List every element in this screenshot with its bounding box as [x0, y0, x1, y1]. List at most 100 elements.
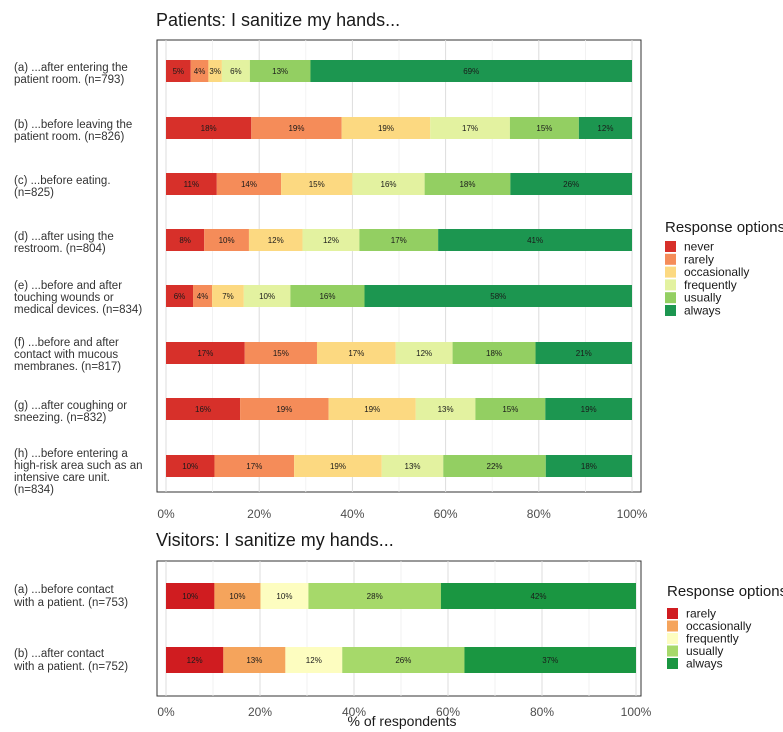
- bar-segment-usually: [249, 60, 311, 82]
- bar-segment-frequently: [395, 342, 453, 364]
- category-label: (b) ...after contact: [14, 648, 105, 660]
- bar-segment-label: 10%: [229, 592, 245, 601]
- bar-segment-usually: [509, 117, 579, 139]
- x-tick-label: 80%: [527, 507, 551, 521]
- bar-segment-label: 13%: [246, 656, 262, 665]
- bar-segment-label: 18%: [581, 462, 597, 471]
- bar-segment-occasionally: [212, 285, 244, 307]
- bar-segment-label: 7%: [222, 292, 234, 301]
- bar-segment-frequently: [302, 229, 360, 251]
- category-label: (n=834): [14, 484, 54, 496]
- category-label: patient room. (n=793): [14, 74, 124, 86]
- legend-label-rarely: rarely: [686, 607, 716, 621]
- visitors-bars: 10% 10% 10% 28% 42% 12% 13% 12% 26% 37%: [166, 583, 636, 673]
- patients-legend: Response options neverrarelyoccasionally…: [665, 219, 783, 318]
- bar-segment-label: 26%: [395, 656, 411, 665]
- legend-key-usually: [665, 292, 676, 304]
- bar-segment-rarely: [193, 285, 213, 307]
- bar-segment-label: 12%: [597, 124, 613, 133]
- bar-segment-occasionally: [248, 229, 303, 251]
- category-label: (c) ...before eating.: [14, 175, 111, 187]
- bar-segment-occasionally: [328, 398, 416, 420]
- x-tick-label: 80%: [530, 705, 554, 719]
- bar-segment-always: [364, 285, 632, 307]
- bar-segment-label: 17%: [348, 349, 364, 358]
- legend-label-rarely: rarely: [684, 252, 714, 266]
- bar-segment-label: 10%: [276, 592, 292, 601]
- legend-label-always: always: [684, 304, 721, 318]
- bar-segment-label: 19%: [364, 405, 380, 414]
- bar-segment-always: [545, 398, 632, 420]
- bar-segment-label: 19%: [581, 405, 597, 414]
- bar-segment-always: [535, 342, 632, 364]
- visitors-plot-panel: [156, 560, 642, 697]
- x-tick-label: 60%: [434, 507, 458, 521]
- bar-segment-frequently: [243, 285, 291, 307]
- bar-segment-rarely: [166, 647, 224, 673]
- bar-segment-never: [166, 342, 245, 364]
- bar-segment-label: 42%: [530, 592, 546, 601]
- x-tick-label: 100%: [621, 705, 652, 719]
- bar-segment-label: 16%: [319, 292, 335, 301]
- legend-key-occasionally: [667, 620, 678, 632]
- category-label: (g) ...after coughing or: [14, 400, 127, 412]
- x-tick-label: 0%: [157, 507, 175, 521]
- bar-segment-always: [438, 229, 632, 251]
- legend-label-occasionally: occasionally: [686, 619, 751, 633]
- x-tick-label: 40%: [340, 507, 364, 521]
- legend-key-always: [665, 305, 676, 316]
- bar-segment-always: [510, 173, 632, 195]
- bar-segment-label: 21%: [576, 349, 592, 358]
- bar-segment-occasionally: [316, 342, 396, 364]
- bar-segment-never: [166, 60, 191, 82]
- bar-segment-usually: [342, 647, 465, 673]
- category-label: intensive care unit.: [14, 472, 110, 484]
- bar-segment-label: 12%: [268, 236, 284, 245]
- bar-segment-usually: [443, 455, 546, 477]
- bar-segment-occasionally: [223, 647, 286, 673]
- bar-segment-label: 19%: [330, 462, 346, 471]
- category-label: sneezing. (n=832): [14, 412, 107, 424]
- legend-key-occasionally: [665, 266, 676, 278]
- bar-segment-label: 19%: [276, 405, 292, 414]
- visitors-chart-title: Visitors: I sanitize my hands...: [156, 530, 394, 550]
- bar-segment-always: [464, 647, 636, 673]
- bar-segment-label: 11%: [184, 180, 199, 189]
- legend-label-frequently: frequently: [686, 632, 739, 646]
- bar-segment-frequently: [260, 583, 309, 609]
- legend-key-usually: [667, 645, 678, 657]
- bar-segment-label: 28%: [367, 592, 383, 601]
- bar-segment-label: 10%: [182, 592, 198, 601]
- bar-segment-usually: [290, 285, 365, 307]
- patients-chart: Patients: I sanitize my hands... 5% 4% 3% 6…: [14, 10, 783, 521]
- bar-segment-label: 26%: [563, 180, 579, 189]
- bar-segment-frequently: [430, 117, 510, 139]
- bar-segment-occasionally: [214, 583, 261, 609]
- category-label: (e) ...before and after: [14, 280, 122, 292]
- x-tick-label: 0%: [157, 705, 175, 719]
- bar-segment-label: 15%: [309, 180, 325, 189]
- legend-label-usually: usually: [684, 291, 721, 305]
- bar-segment-label: 5%: [173, 67, 185, 76]
- category-label: (f) ...before and after: [14, 337, 119, 349]
- bar-segment-label: 12%: [416, 349, 432, 358]
- category-label: restroom. (n=804): [14, 243, 106, 255]
- category-label: (h) ...before entering a: [14, 448, 128, 460]
- bar-segment-label: 16%: [195, 405, 211, 414]
- bar-segment-usually: [475, 398, 546, 420]
- bar-segment-frequently: [221, 60, 250, 82]
- x-tick-label: 20%: [247, 507, 271, 521]
- bar-segment-occasionally: [208, 60, 222, 82]
- bar-segment-never: [166, 173, 217, 195]
- bar-segment-always: [310, 60, 632, 82]
- patients-x-ticks: 0% 20% 40% 60% 80% 100%: [157, 507, 647, 521]
- category-label: (n=825): [14, 187, 54, 199]
- bar-segment-label: 12%: [323, 236, 339, 245]
- bar-segment-label: 12%: [187, 656, 203, 665]
- bar-segment-label: 37%: [542, 656, 558, 665]
- bar-segment-label: 18%: [201, 124, 217, 133]
- bar-segment-usually: [424, 173, 511, 195]
- bar-segment-label: 13%: [272, 67, 288, 76]
- bar-segment-label: 18%: [486, 349, 502, 358]
